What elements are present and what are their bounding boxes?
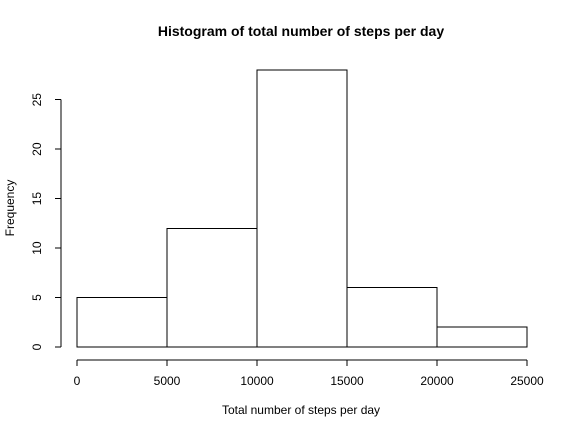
y-tick-label-3: 15 xyxy=(30,192,44,206)
histogram-bar-3 xyxy=(346,287,438,348)
y-tick-label-5: 25 xyxy=(30,93,44,107)
histogram-bar-2 xyxy=(256,69,348,348)
y-tick-label-4: 20 xyxy=(30,142,44,156)
histogram-bar-0 xyxy=(76,297,168,348)
x-tick-label-3: 15000 xyxy=(330,374,364,388)
y-tick-label-0: 0 xyxy=(30,343,44,350)
x-tick-label-0: 0 xyxy=(74,374,81,388)
y-tick-label-1: 5 xyxy=(30,294,44,301)
x-tick-label-2: 10000 xyxy=(240,374,274,388)
x-tick-label-1: 5000 xyxy=(154,374,181,388)
y-axis-label: Frequency xyxy=(3,180,17,237)
y-axis: 0 5 10 15 20 25 xyxy=(30,93,62,350)
x-axis-label: Total number of steps per day xyxy=(222,403,380,417)
histogram-bar-1 xyxy=(166,227,258,348)
y-tick-label-2: 10 xyxy=(30,241,44,255)
x-axis: 0 5000 10000 15000 20000 25000 xyxy=(74,359,544,388)
chart-title: Histogram of total number of steps per d… xyxy=(158,23,444,39)
histogram-bar-4 xyxy=(436,326,528,348)
x-tick-label-4: 20000 xyxy=(420,374,454,388)
bars-group xyxy=(76,69,528,348)
x-tick-label-5: 25000 xyxy=(510,374,544,388)
